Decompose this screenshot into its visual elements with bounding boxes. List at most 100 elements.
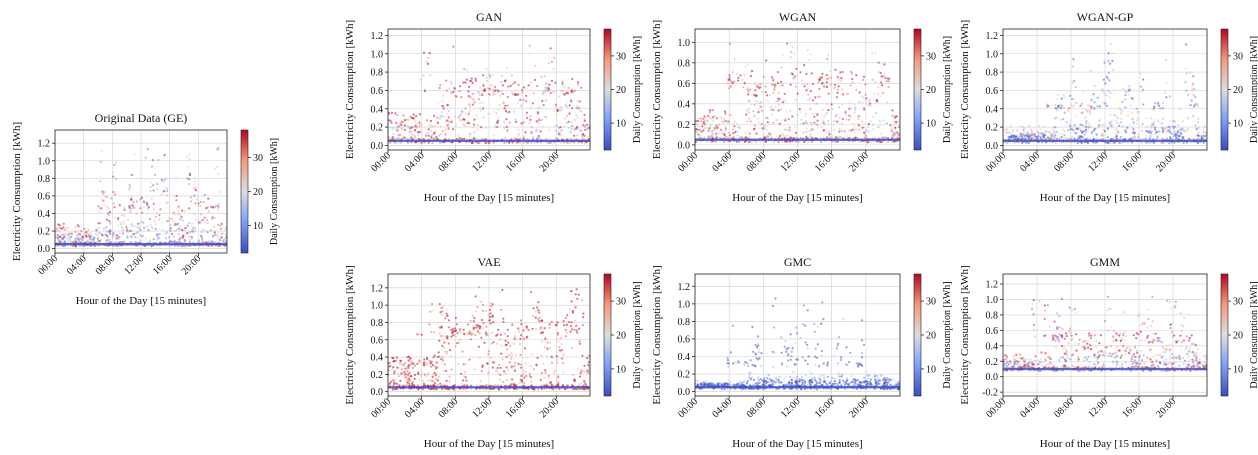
baseline-point-gan: [484, 139, 488, 143]
baseline-point-original: [172, 242, 176, 246]
baseline-point-wgan: [752, 138, 755, 141]
data-point-wgan: [850, 116, 853, 119]
data-point-gan: [566, 92, 570, 95]
data-point-wgan: [879, 95, 882, 98]
data-point-gan: [464, 112, 467, 115]
data-point-wgangp: [1139, 72, 1142, 75]
data-point-gan: [428, 124, 431, 127]
data-point-gan: [565, 122, 568, 125]
data-point-vae: [499, 373, 502, 376]
title-wgan: WGAN: [779, 10, 817, 24]
data-point-vae: [556, 321, 559, 324]
data-point-wgan: [884, 136, 887, 139]
data-point-wgan: [832, 124, 835, 127]
data-point-wgan: [858, 91, 861, 94]
data-point-original: [154, 222, 157, 226]
baseline-point-original: [101, 242, 104, 246]
data-point-gan: [451, 128, 455, 131]
data-point-original: [106, 218, 109, 221]
data-point-vae: [554, 369, 557, 372]
baseline-point-wgangp: [1191, 139, 1195, 143]
data-point-gan: [469, 109, 472, 112]
data-point-wgan: [710, 131, 713, 134]
data-point-original: [205, 207, 208, 210]
data-point-wgan: [766, 94, 769, 97]
data-point-gan: [400, 127, 403, 130]
data-point-vae: [402, 363, 405, 367]
data-point-wgan: [875, 99, 878, 102]
data-point-vae: [529, 365, 532, 368]
data-point-gan: [465, 78, 468, 81]
data-point-vae: [397, 375, 400, 378]
data-point-vae: [500, 308, 503, 311]
data-point-vae: [537, 388, 540, 391]
data-point-original: [207, 210, 210, 213]
data-point-wgan: [724, 120, 727, 123]
data-point-wgan: [854, 106, 857, 110]
data-point-wgangp: [1201, 134, 1204, 138]
data-point-original: [156, 235, 159, 238]
data-point-wgan: [747, 100, 750, 103]
data-point-gan: [429, 119, 433, 123]
data-point-wgan: [833, 119, 836, 123]
data-point-wgan: [794, 126, 797, 129]
baseline-point-original: [189, 242, 192, 246]
data-point-vae: [506, 348, 509, 351]
data-point-wgan: [723, 141, 726, 144]
data-point-wgan: [815, 123, 818, 126]
data-point-wgan: [744, 83, 747, 86]
baseline-point-gan: [431, 139, 435, 143]
data-point-original: [168, 217, 171, 220]
data-point-vae: [540, 354, 543, 357]
colorbar-tick-label-original: 20: [253, 187, 263, 198]
data-point-wgan: [732, 131, 736, 134]
data-point-original: [108, 238, 111, 241]
data-point-gan: [433, 114, 436, 118]
data-point-vae: [571, 327, 574, 330]
y-tick-label-original: 0.8: [38, 174, 51, 185]
data-point-gan: [573, 134, 576, 137]
data-point-original: [190, 196, 193, 199]
baseline-point-gan: [495, 139, 498, 143]
data-point-gan: [439, 133, 442, 136]
data-point-wgan: [765, 59, 768, 62]
data-point-gan: [576, 134, 579, 137]
data-point-vae: [445, 379, 448, 382]
baseline-point-original: [67, 242, 70, 246]
data-point-vae: [484, 309, 487, 313]
data-point-wgangp: [1072, 80, 1076, 83]
data-point-wgangp: [1178, 128, 1181, 131]
data-point-wgangp: [1111, 119, 1114, 122]
data-point-original: [184, 232, 187, 235]
data-point-wgangp: [1007, 141, 1010, 145]
data-point-vae: [559, 350, 563, 353]
data-point-wgan: [844, 111, 847, 114]
data-point-wgangp: [1087, 122, 1091, 125]
data-point-wgan: [810, 124, 813, 127]
data-point-original: [113, 206, 116, 209]
data-point-wgangp: [1151, 122, 1154, 125]
data-point-wgangp: [1121, 125, 1124, 128]
data-point-wgan: [820, 125, 823, 128]
data-point-wgan: [737, 76, 740, 79]
data-point-original: [146, 212, 149, 215]
data-point-wgangp: [1075, 132, 1078, 135]
data-point-original: [211, 205, 215, 208]
data-point-vae: [492, 321, 495, 324]
data-point-vae: [572, 321, 575, 324]
baseline-point-original: [194, 242, 197, 246]
data-point-wgangp: [1193, 94, 1196, 97]
baseline-point-gan: [389, 139, 393, 143]
data-point-original: [150, 197, 153, 200]
data-point-wgan: [743, 81, 746, 84]
data-point-original: [157, 158, 160, 161]
data-point-original: [218, 202, 221, 205]
data-point-gan: [550, 60, 554, 63]
data-point-wgan: [791, 73, 794, 76]
data-point-vae: [520, 323, 523, 326]
data-point-wgan: [809, 90, 812, 93]
data-point-vae: [442, 359, 445, 362]
data-point-gan: [532, 135, 535, 139]
data-point-wgangp: [1125, 90, 1128, 94]
data-point-wgangp: [1175, 136, 1178, 140]
